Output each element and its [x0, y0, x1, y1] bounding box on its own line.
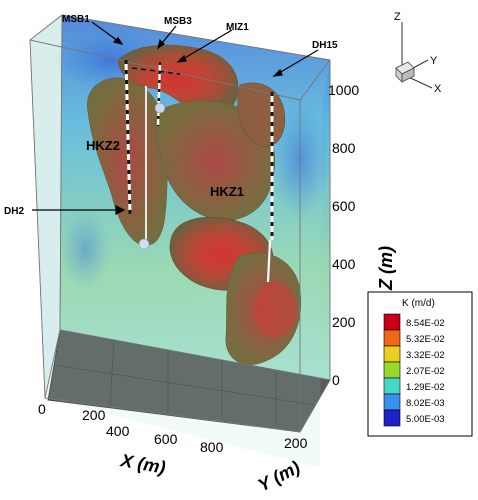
legend-swatch [383, 393, 401, 411]
well-label-dh15: DH15 [312, 40, 338, 51]
legend-label: 3.32E-02 [406, 350, 445, 361]
legend-title: K (m/d) [402, 298, 435, 309]
y-axis-title: Y (m) [254, 457, 303, 496]
legend-label: 8.02E-03 [406, 398, 445, 409]
boreholes [124, 59, 274, 283]
orientation-triad: Z Y X [394, 11, 442, 95]
x-tick: 200 [82, 407, 106, 423]
zone-label-hkz2: HKZ2 [86, 138, 120, 153]
well-label-msb3: MSB3 [164, 16, 192, 27]
z-axis: 0 200 400 600 800 1000 Z (m) [328, 82, 396, 388]
triad-z-label: Z [394, 11, 401, 23]
legend-label: 5.00E-03 [406, 414, 445, 425]
triad-x-label: X [434, 83, 442, 95]
legend-swatch [383, 361, 401, 379]
x-tick: 800 [200, 439, 224, 455]
legend-swatch [383, 345, 401, 363]
x-tick: 400 [106, 423, 130, 439]
z-axis-title: Z (m) [376, 246, 396, 291]
well-leaders [32, 21, 319, 215]
legend-swatch [383, 329, 401, 347]
well-label-miz1: MIZ1 [226, 22, 249, 33]
z-tick: 1000 [328, 82, 359, 98]
well-label-msb1: MSB1 [62, 14, 90, 25]
z-tick: 0 [332, 372, 340, 388]
box-front-face [30, 15, 330, 468]
legend-label: 8.54E-02 [406, 318, 445, 329]
well-label-dh2: DH2 [4, 206, 24, 217]
legend-label: 2.07E-02 [406, 366, 445, 377]
legend-label: 5.32E-02 [406, 334, 445, 345]
z-tick: 200 [332, 314, 356, 330]
triad-y-label: Y [430, 55, 438, 67]
legend-swatch [383, 313, 401, 331]
color-legend: K (m/d) 8.54E-02 5.32E-02 3.32E-02 2.07E-02… [367, 291, 473, 437]
box-edges [29, 14, 331, 433]
y-tick: 200 [284, 435, 308, 451]
z-tick: 800 [332, 140, 356, 156]
legend-swatch [383, 377, 401, 395]
legend-swatch [383, 409, 401, 427]
z-tick: 600 [332, 198, 356, 214]
zone-label-hkz1: HKZ1 [210, 184, 244, 199]
legend-label: 1.29E-02 [406, 382, 445, 393]
x-axis-title: X (m) [118, 450, 167, 478]
x-tick: 0 [38, 401, 46, 417]
z-tick: 400 [332, 256, 356, 272]
x-tick: 600 [154, 431, 178, 447]
